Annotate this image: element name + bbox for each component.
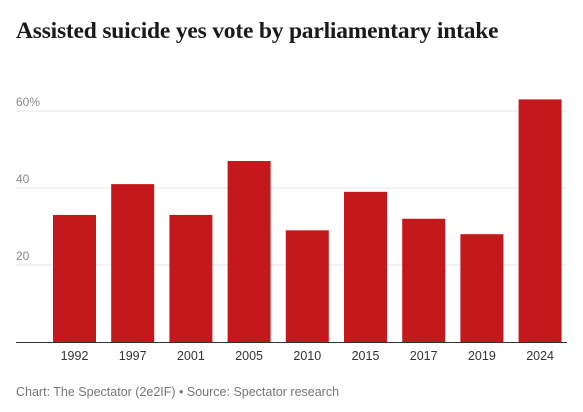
chart-credit: Chart: The Spectator (2e2IF) • Source: S…	[16, 385, 340, 399]
chart-title: Assisted suicide yes vote by parliamenta…	[16, 18, 499, 44]
y-tick-label: 60%	[16, 95, 40, 109]
x-tick-label: 2015	[352, 349, 380, 363]
bar-2015	[344, 191, 387, 342]
bars	[53, 99, 562, 342]
bar-1997	[111, 184, 155, 342]
bar-1992	[53, 214, 96, 342]
bar-2005	[227, 161, 271, 342]
y-tick-label: 40	[16, 172, 30, 186]
bar-2024	[518, 99, 562, 342]
bar-2017	[402, 218, 446, 342]
x-tick-label: 2024	[526, 349, 554, 363]
x-tick-label: 1992	[61, 349, 89, 363]
x-tick-label: 2005	[235, 349, 263, 363]
x-tick-labels: 1992 1997 2001 2005 2010 2015 2017 2019 2024	[61, 349, 554, 363]
x-tick-label: 2010	[293, 349, 321, 363]
y-tick-label: 20	[16, 249, 30, 263]
x-tick-label: 2001	[177, 349, 205, 363]
bar-2001	[169, 214, 213, 342]
bar-2010	[285, 230, 329, 342]
bar-2019	[460, 234, 504, 342]
y-tick-labels: 20 40 60%	[16, 95, 40, 263]
x-tick-label: 2019	[468, 349, 496, 363]
x-tick-label: 1997	[119, 349, 147, 363]
x-tick-label: 2017	[410, 349, 438, 363]
